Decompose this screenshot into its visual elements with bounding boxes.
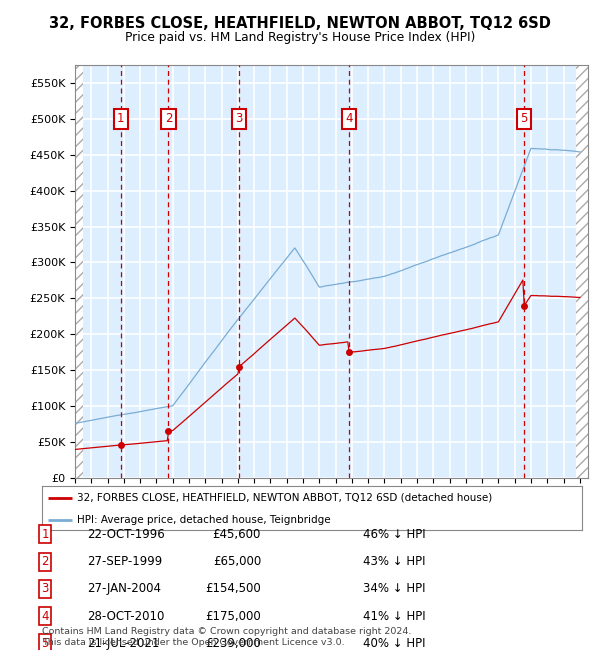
- Text: 43% ↓ HPI: 43% ↓ HPI: [363, 555, 425, 568]
- Text: 28-OCT-2010: 28-OCT-2010: [87, 610, 164, 623]
- Text: 2: 2: [41, 555, 49, 568]
- Text: 32, FORBES CLOSE, HEATHFIELD, NEWTON ABBOT, TQ12 6SD: 32, FORBES CLOSE, HEATHFIELD, NEWTON ABB…: [49, 16, 551, 31]
- Text: £45,600: £45,600: [212, 528, 261, 541]
- Text: 32, FORBES CLOSE, HEATHFIELD, NEWTON ABBOT, TQ12 6SD (detached house): 32, FORBES CLOSE, HEATHFIELD, NEWTON ABB…: [77, 493, 493, 503]
- Text: £154,500: £154,500: [205, 582, 261, 595]
- Text: 22-OCT-1996: 22-OCT-1996: [87, 528, 165, 541]
- Text: HPI: Average price, detached house, Teignbridge: HPI: Average price, detached house, Teig…: [77, 515, 331, 525]
- Text: 46% ↓ HPI: 46% ↓ HPI: [363, 528, 425, 541]
- Text: 21-JUL-2021: 21-JUL-2021: [87, 637, 160, 650]
- Bar: [75, 65, 83, 478]
- Text: 4: 4: [345, 112, 353, 125]
- Text: 41% ↓ HPI: 41% ↓ HPI: [363, 610, 425, 623]
- Bar: [576, 65, 592, 478]
- Text: 1: 1: [41, 528, 49, 541]
- Text: 40% ↓ HPI: 40% ↓ HPI: [363, 637, 425, 650]
- Text: 5: 5: [41, 637, 49, 650]
- Text: 4: 4: [41, 610, 49, 623]
- Text: Contains HM Land Registry data © Crown copyright and database right 2024.
This d: Contains HM Land Registry data © Crown c…: [42, 627, 412, 647]
- Text: 5: 5: [520, 112, 527, 125]
- Text: 2: 2: [165, 112, 172, 125]
- Text: 3: 3: [41, 582, 49, 595]
- Text: £239,000: £239,000: [205, 637, 261, 650]
- Text: 3: 3: [235, 112, 242, 125]
- Text: 34% ↓ HPI: 34% ↓ HPI: [363, 582, 425, 595]
- Text: 27-JAN-2004: 27-JAN-2004: [87, 582, 161, 595]
- Text: Price paid vs. HM Land Registry's House Price Index (HPI): Price paid vs. HM Land Registry's House …: [125, 31, 475, 44]
- Text: 1: 1: [117, 112, 125, 125]
- Text: £65,000: £65,000: [213, 555, 261, 568]
- Text: 27-SEP-1999: 27-SEP-1999: [87, 555, 162, 568]
- Text: £175,000: £175,000: [205, 610, 261, 623]
